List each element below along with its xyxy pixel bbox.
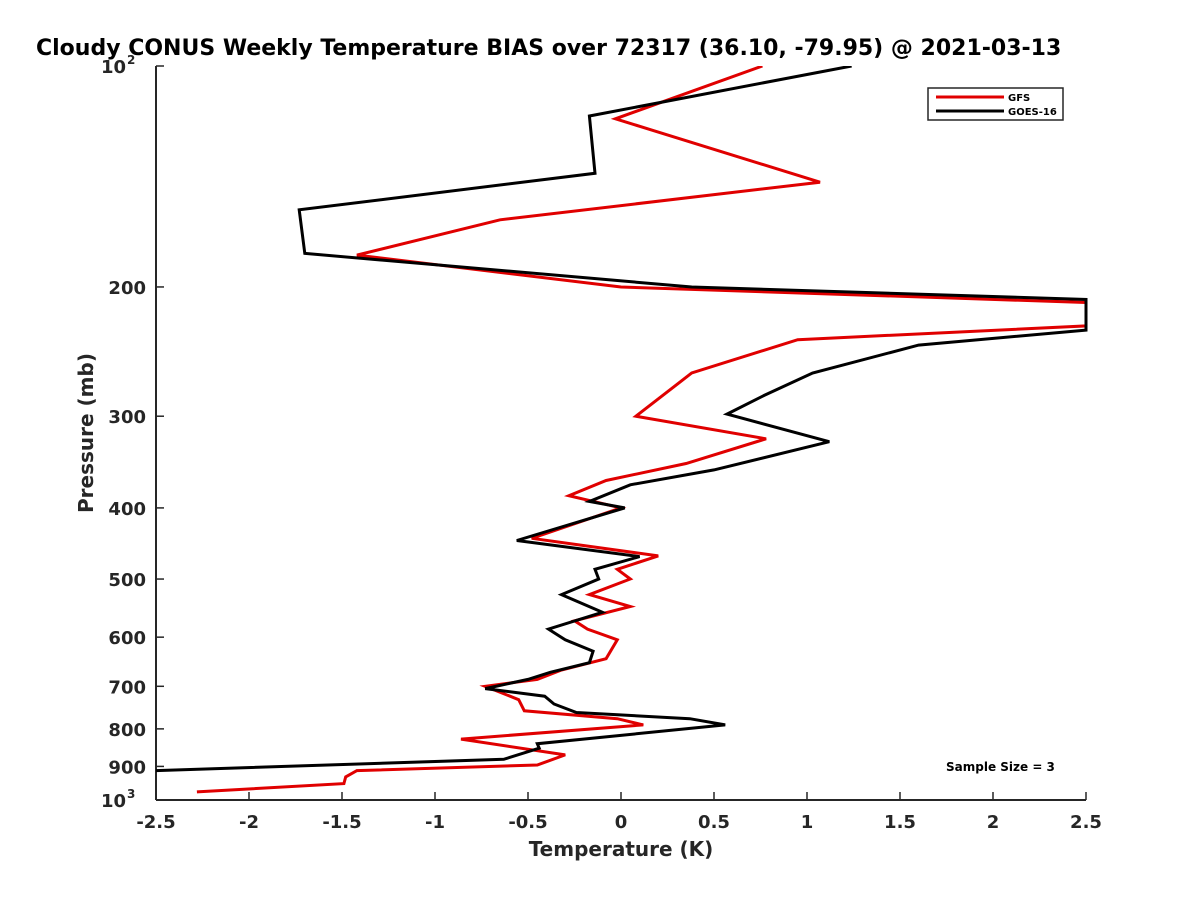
y-axis-label: Pressure (mb)	[74, 353, 98, 513]
legend-box	[927, 87, 1064, 121]
legend-label-goes-16: GOES-16	[1008, 107, 1057, 118]
x-tick-label: 1	[801, 812, 814, 833]
series-lines	[156, 66, 1088, 794]
y-tick-label: 200	[108, 278, 146, 299]
y-tick-label: 10	[101, 57, 126, 78]
y-tick-exponent: 3	[127, 787, 135, 801]
x-tick-label: 1.5	[884, 812, 916, 833]
legend: GFS GOES-16	[927, 87, 1064, 121]
x-tick-label: 0.5	[698, 812, 730, 833]
x-tick-label: -1.5	[322, 812, 361, 833]
y-tick-label: 500	[108, 570, 146, 591]
x-tick-label: 0	[615, 812, 628, 833]
chart-title: Cloudy CONUS Weekly Temperature BIAS ove…	[36, 36, 1061, 61]
x-tick-label: -2.5	[136, 812, 175, 833]
x-tick-label: 2.5	[1070, 812, 1102, 833]
y-tick-label: 900	[108, 757, 146, 778]
y-tick-label: 400	[108, 499, 146, 520]
series-line-gfs	[196, 66, 1088, 794]
y-tick-label: 10	[101, 791, 126, 812]
y-tick-label: 600	[108, 628, 146, 649]
sample-size-annotation: Sample Size = 3	[946, 760, 1055, 774]
x-tick-label: -1	[425, 812, 445, 833]
y-tick-label: 700	[108, 677, 146, 698]
x-tick-label: -0.5	[508, 812, 547, 833]
x-tick-label: 2	[987, 812, 1000, 833]
legend-label-gfs: GFS	[1008, 93, 1030, 104]
x-axis-label: Temperature (K)	[529, 837, 714, 861]
series-line-goes-16	[156, 66, 1088, 773]
y-tick-exponent: 2	[127, 53, 135, 67]
y-tick-label: 300	[108, 407, 146, 428]
x-tick-label: -2	[239, 812, 259, 833]
y-tick-label: 800	[108, 720, 146, 741]
plot-area: -2.5 -2 -1.5 -1 -0.5 0 0.5 1 1.5 2 2.5 10 220030040…	[101, 53, 1102, 833]
x-ticks: -2.5 -2 -1.5 -1 -0.5 0 0.5 1 1.5 2 2.5	[136, 792, 1102, 833]
